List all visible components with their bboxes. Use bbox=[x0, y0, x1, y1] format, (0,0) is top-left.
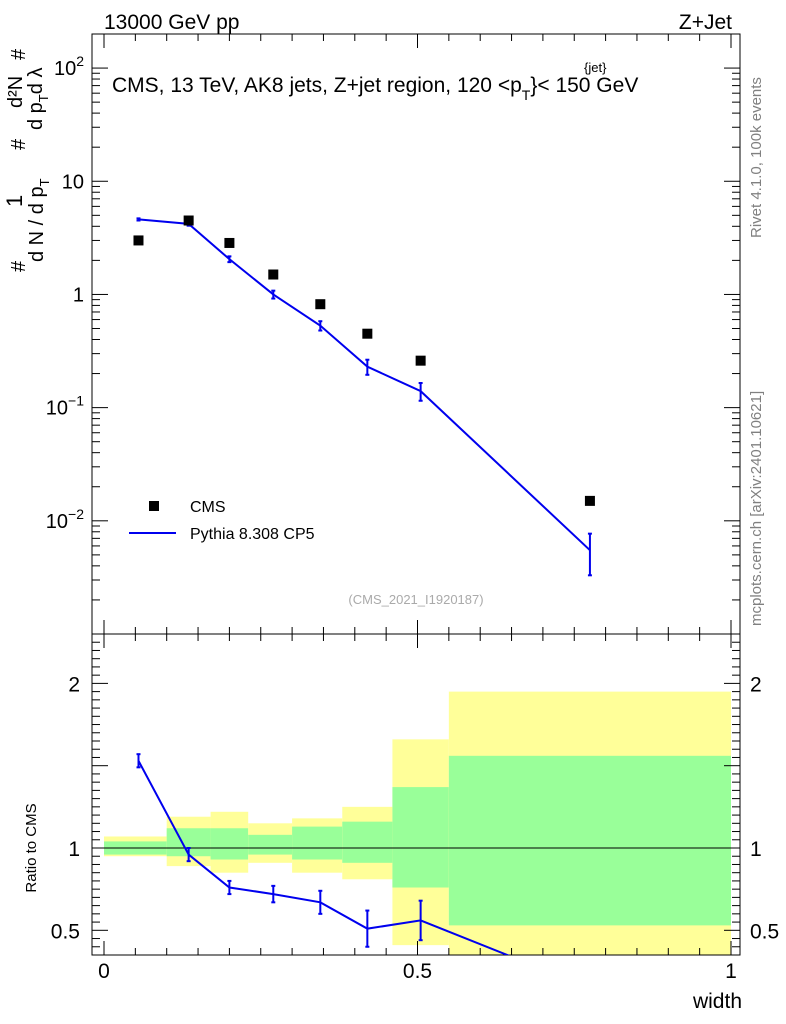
plot-frames bbox=[91, 33, 741, 956]
side-label-bottom: mcplots.cern.ch [arXiv:2401.10621] bbox=[748, 391, 765, 626]
ratio-y-tick-label-left-2: 0.5 bbox=[51, 920, 80, 943]
ratio-band-green-7 bbox=[448, 755, 731, 926]
cms-point-0 bbox=[133, 235, 144, 246]
legend: CMS Pythia 8.308 CP5 bbox=[129, 499, 315, 543]
title-tail: }< 150 GeV bbox=[530, 74, 638, 97]
ratio-y-tick-label-left-1: 1 bbox=[68, 838, 80, 861]
ratio-y-tick-label-right-2: 0.5 bbox=[750, 920, 779, 943]
main-y-tick-label-3: 10−1 bbox=[46, 393, 84, 420]
cms-point-6 bbox=[415, 355, 426, 366]
svg-text:CMS, 13 TeV, AK8 jets, Z+jet r: CMS, 13 TeV, AK8 jets, Z+jet region, 120… bbox=[112, 74, 638, 103]
ylabel-numerator: 1 bbox=[2, 195, 27, 207]
ratio-plot-frame bbox=[91, 633, 741, 956]
ylabel-denominator: d N / d pT bbox=[26, 178, 52, 262]
ratio-band-green-6 bbox=[392, 787, 449, 888]
x-tick-label-1: 0.5 bbox=[403, 960, 432, 983]
ylabel-hash2: # bbox=[8, 138, 30, 150]
ratio-y-tick-label-right-1: 1 bbox=[750, 838, 762, 861]
title-sup: {jet} bbox=[584, 60, 607, 75]
header-left: 13000 GeV pp bbox=[104, 11, 239, 34]
ratio-y-tick-label-left-0: 2 bbox=[68, 673, 80, 696]
cms-point-2 bbox=[224, 237, 235, 248]
chart-title: CMS, 13 TeV, AK8 jets, Z+jet region, 120… bbox=[112, 60, 638, 103]
cms-point-4 bbox=[315, 299, 326, 310]
pythia-line bbox=[138, 218, 591, 551]
ratio-plot-marks bbox=[136, 753, 511, 955]
ylabel-deriv-den: d pTd λ bbox=[25, 68, 51, 130]
analysis-label: (CMS_2021_I1920187) bbox=[348, 592, 483, 607]
axis-ticks: 0 0.5 1 102 10 1 10−1 10−2 2 2 1 1 0.5 0.5 bbox=[46, 33, 779, 983]
title-main: CMS, 13 TeV, AK8 jets, Z+jet region, 120… bbox=[112, 74, 522, 97]
title-sub: T bbox=[522, 87, 531, 103]
ratio-bands bbox=[92, 691, 740, 955]
cms-point-3 bbox=[268, 269, 279, 280]
ylabel-hash1: # bbox=[8, 260, 30, 272]
x-tick-label-2: 1 bbox=[725, 960, 737, 983]
main-ylabel: # 1 d N / d pT # d²N d pTd λ # bbox=[2, 48, 52, 272]
ratio-y-tick-label-right-0: 2 bbox=[750, 673, 762, 696]
x-axis-label: width bbox=[692, 990, 742, 1013]
cms-point-1 bbox=[183, 215, 194, 226]
x-tick-label-0: 0 bbox=[98, 960, 110, 983]
header-right: Z+Jet bbox=[679, 11, 732, 34]
cms-point-7 bbox=[584, 495, 595, 506]
ratio-band-green-2 bbox=[210, 828, 249, 860]
ratio-ylabel: Ratio to CMS bbox=[23, 803, 40, 892]
ratio-band-green-3 bbox=[248, 834, 293, 855]
main-y-tick-label-2: 1 bbox=[73, 284, 84, 306]
main-plot-frame bbox=[91, 33, 741, 635]
ylabel-hash3: # bbox=[8, 48, 30, 60]
ratio-band-green-5 bbox=[342, 821, 393, 863]
side-label-top: Rivet 4.1.0, 100k events bbox=[748, 77, 765, 238]
ratio-band-green-4 bbox=[292, 826, 343, 860]
legend-pythia-label: Pythia 8.308 CP5 bbox=[190, 526, 315, 543]
ylabel-deriv-num: d²N bbox=[5, 76, 27, 108]
main-plot-marks bbox=[133, 215, 595, 577]
legend-cms-marker bbox=[149, 501, 159, 511]
cms-point-5 bbox=[362, 328, 373, 339]
main-y-tick-label-1: 10 bbox=[62, 171, 84, 193]
main-y-tick-label-4: 10−2 bbox=[46, 506, 84, 533]
legend-cms-label: CMS bbox=[190, 499, 226, 516]
ratio-series-group bbox=[136, 753, 511, 955]
main-y-tick-label-0: 102 bbox=[54, 53, 84, 80]
ratio-line bbox=[137, 760, 511, 955]
